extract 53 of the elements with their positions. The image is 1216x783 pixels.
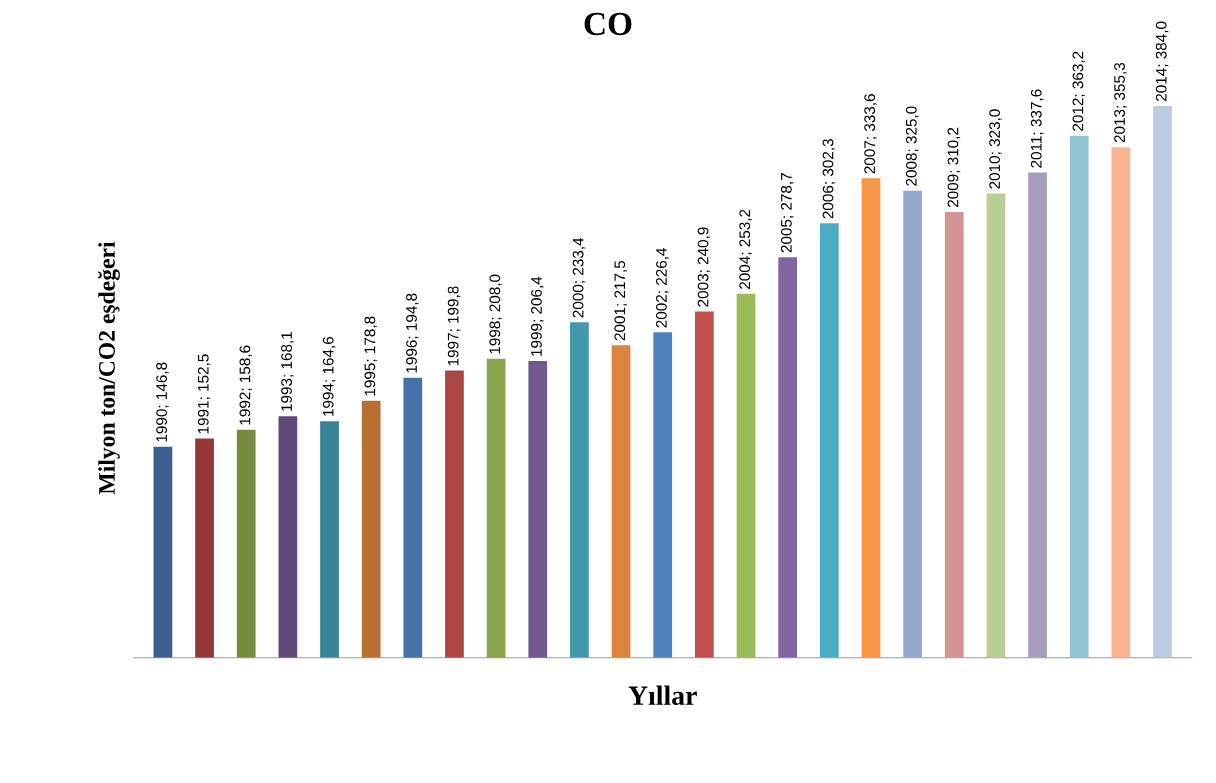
bar	[861, 178, 881, 658]
data-label: 1995; 178,8	[364, 316, 378, 396]
bar	[153, 446, 173, 658]
data-label: 2003; 240,9	[697, 227, 711, 307]
data-label: 1993; 168,1	[281, 332, 294, 411]
bar	[695, 311, 714, 658]
bar	[528, 361, 548, 658]
data-label: 2010; 323,0	[989, 109, 1002, 189]
data-label: 2005; 278,7	[780, 173, 794, 253]
data-label: 2002; 226,4	[656, 247, 669, 328]
bar	[903, 190, 922, 658]
bar	[195, 438, 214, 658]
data-label: 2007; 333,6	[864, 94, 877, 174]
bar	[361, 400, 381, 658]
data-label: 1992; 158,6	[239, 345, 253, 425]
data-label: 2011; 337,6	[1030, 89, 1044, 168]
bar	[403, 377, 423, 658]
bar	[1111, 147, 1131, 658]
bar	[778, 257, 798, 658]
y-axis-title: Milyon ton/CO2 eşdeğeri	[98, 241, 120, 495]
bar	[1028, 172, 1047, 658]
bar	[653, 332, 673, 658]
bar	[1069, 135, 1089, 658]
data-label: 1996; 194,8	[406, 293, 419, 373]
data-label: 2000; 233,4	[572, 237, 586, 318]
x-axis-title: Yıllar	[628, 685, 697, 706]
bar	[1153, 105, 1172, 658]
data-label: 2008; 325,0	[905, 106, 919, 186]
bar	[944, 211, 964, 658]
data-label: 1994; 164,6	[322, 336, 336, 416]
data-label: 2004; 253,2	[739, 209, 752, 289]
data-label: 1998; 208,0	[489, 274, 503, 354]
bar	[611, 345, 631, 658]
bar	[570, 322, 589, 658]
data-label: 2006; 302,3	[822, 139, 836, 219]
bar	[736, 293, 756, 658]
bar	[445, 370, 464, 658]
bar	[320, 421, 339, 658]
data-label: 2012; 363,2	[1072, 51, 1086, 131]
bar	[819, 223, 839, 658]
data-label: 1999; 206,4	[531, 276, 544, 356]
bar	[236, 429, 256, 658]
data-label: 1991; 152,5	[197, 354, 211, 434]
data-label: 2013; 355,3	[1114, 62, 1127, 143]
data-label: 1990; 146,8	[156, 362, 169, 442]
data-label: 1997; 199,8	[447, 286, 461, 366]
bar	[486, 358, 506, 658]
data-label: 2001; 217,5	[614, 260, 627, 341]
chart-title: CO	[584, 12, 632, 36]
data-label: 2014; 384,0	[1155, 21, 1169, 101]
data-label: 2009; 310,2	[947, 127, 961, 208]
bar	[278, 416, 298, 658]
bar	[986, 193, 1006, 658]
